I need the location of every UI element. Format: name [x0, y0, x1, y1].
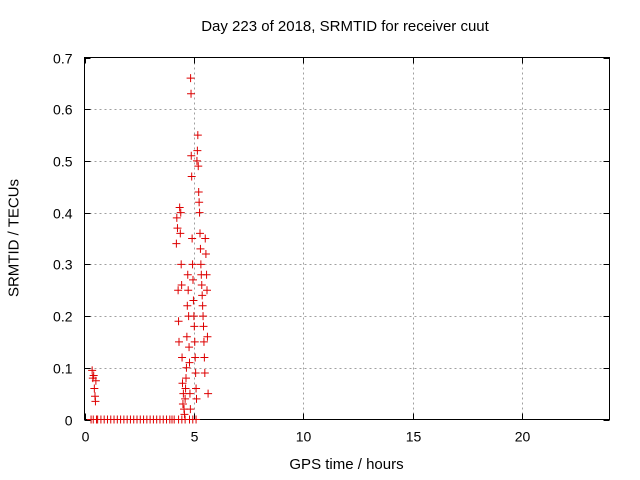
data-point — [186, 74, 195, 83]
data-point — [177, 281, 186, 290]
y-tick-label: 0.5 — [53, 154, 73, 170]
data-point — [91, 376, 100, 385]
data-point — [185, 343, 194, 352]
data-point — [201, 250, 210, 259]
data-point — [194, 162, 203, 171]
data-point — [202, 270, 211, 279]
data-point — [201, 234, 210, 243]
y-tick-label: 0.1 — [53, 361, 73, 377]
data-point — [186, 405, 195, 414]
data-point — [182, 374, 190, 383]
data-point — [187, 89, 196, 98]
data-point — [181, 384, 190, 393]
data-point — [200, 368, 209, 377]
y-tick-label: 0.4 — [53, 206, 73, 222]
y-tick-label: 0.3 — [53, 257, 73, 273]
data-point — [182, 363, 191, 372]
data-points — [87, 74, 213, 424]
data-point — [184, 286, 193, 295]
data-point — [193, 146, 202, 155]
data-point — [192, 394, 201, 403]
data-point — [192, 415, 201, 424]
data-point — [178, 379, 187, 388]
data-point — [187, 172, 196, 181]
data-point — [182, 332, 191, 341]
data-point — [195, 208, 204, 217]
data-point — [190, 337, 199, 346]
data-point — [91, 397, 100, 406]
data-point — [183, 301, 192, 310]
chart-title: Day 223 of 2018, SRMTID for receiver cuu… — [201, 18, 489, 35]
y-tick-label: 0.2 — [53, 309, 73, 325]
data-point — [172, 239, 181, 248]
data-point — [190, 322, 199, 331]
y-axis-label: SRMTID / TECUs — [5, 178, 23, 298]
x-tick-label: 20 — [515, 429, 531, 445]
data-point — [175, 337, 183, 346]
data-point — [192, 156, 201, 165]
data-point — [187, 151, 196, 160]
x-tick-label: 0 — [82, 429, 90, 445]
plot-frame — [84, 57, 610, 420]
data-point — [203, 332, 212, 341]
data-point — [189, 275, 197, 284]
data-point — [198, 301, 207, 310]
x-tick-label: 5 — [191, 429, 199, 445]
data-point — [200, 353, 209, 362]
data-point — [191, 353, 200, 362]
data-point — [188, 234, 197, 243]
data-point — [174, 286, 183, 295]
axis-ticks: 0 0.1 0.2 0.3 0.4 0.5 0.6 0.7 0 5 10 15 20 — [53, 51, 610, 445]
data-point — [192, 384, 201, 393]
data-point — [196, 229, 204, 238]
data-point — [194, 187, 203, 196]
x-tick-label: 15 — [406, 429, 422, 445]
data-point — [199, 337, 208, 346]
data-point — [188, 260, 197, 269]
y-tick-label: 0.7 — [53, 51, 73, 67]
x-tick-label: 10 — [296, 429, 312, 445]
data-point — [185, 389, 194, 398]
data-point — [176, 208, 185, 217]
data-point — [195, 198, 204, 207]
x-axis-label: GPS time / hours — [289, 456, 404, 473]
data-point — [174, 317, 183, 326]
data-point — [193, 131, 202, 140]
data-point — [196, 244, 205, 253]
data-point — [204, 389, 213, 398]
data-point — [178, 353, 187, 362]
data-point — [177, 260, 186, 269]
data-point — [189, 312, 198, 321]
data-point — [183, 270, 192, 279]
data-point — [180, 410, 189, 419]
data-point — [196, 260, 205, 269]
y-tick-label: 0 — [65, 413, 73, 429]
data-point — [178, 399, 187, 408]
data-point — [189, 296, 198, 305]
data-point — [173, 224, 182, 233]
data-point — [90, 384, 99, 393]
data-point — [176, 229, 185, 238]
data-point — [181, 394, 190, 403]
data-point — [191, 368, 200, 377]
y-tick-label: 0.6 — [53, 102, 73, 118]
grid — [84, 57, 610, 420]
data-point — [197, 281, 206, 290]
data-point — [199, 312, 208, 321]
data-point — [198, 291, 207, 300]
data-point — [172, 213, 181, 222]
data-point — [175, 203, 184, 212]
data-point — [88, 366, 97, 375]
data-point — [185, 358, 194, 367]
data-point — [89, 371, 98, 380]
data-point — [203, 286, 211, 295]
data-point — [199, 322, 208, 331]
